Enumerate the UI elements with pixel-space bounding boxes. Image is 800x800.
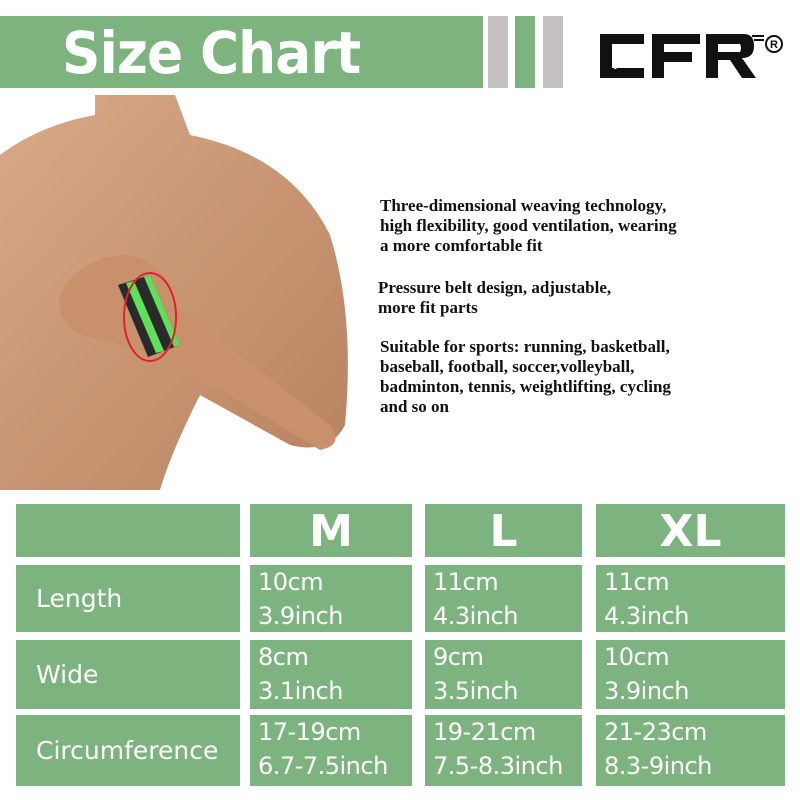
row-label: Wide (16, 640, 240, 709)
value-cm: 17-19cm (258, 718, 361, 746)
feature-line: more fit parts (378, 298, 478, 317)
wristband (118, 272, 180, 362)
row-label-text: Wide (36, 660, 99, 689)
feature-line: a more comfortable fit (380, 236, 543, 255)
feature-weaving: Three-dimensional weaving technology, hi… (380, 196, 677, 256)
size-value: 10cm 3.9inch (596, 640, 785, 709)
size-value: 19-21cm 7.5-8.3inch (425, 715, 582, 786)
page-title: Size Chart (62, 19, 361, 87)
value-cm: 21-23cm (604, 718, 707, 746)
value-cm: 8cm (258, 643, 309, 671)
row-label-text: Circumference (36, 736, 219, 765)
value-inch: 7.5-8.3inch (433, 752, 563, 780)
value-inch: 8.3-9inch (604, 752, 712, 780)
value-inch: 3.9inch (604, 677, 689, 705)
size-value: 10cm 3.9inch (250, 565, 412, 632)
size-header: XL (596, 504, 785, 557)
size-value: 17-19cm 6.7-7.5inch (250, 715, 412, 786)
feature-pressure-belt: Pressure belt design, adjustable, more f… (378, 278, 611, 318)
decor-stripe (515, 16, 535, 88)
value-cm: 9cm (433, 643, 484, 671)
feature-sports: Suitable for sports: running, basketball… (380, 337, 671, 417)
title-banner (0, 16, 483, 88)
size-value: 11cm 4.3inch (596, 565, 785, 632)
value-cm: 11cm (433, 568, 499, 596)
size-value: 21-23cm 8.3-9inch (596, 715, 785, 786)
value-cm: 10cm (258, 568, 324, 596)
size-value: 8cm 3.1inch (250, 640, 412, 709)
value-cm: 10cm (604, 643, 670, 671)
row-label-text: Length (36, 584, 123, 613)
value-inch: 3.1inch (258, 677, 343, 705)
feature-line: and so on (380, 397, 449, 416)
table-corner (16, 504, 240, 557)
size-header: M (250, 504, 412, 557)
value-inch: 4.3inch (433, 602, 518, 630)
brand-logo: R (600, 34, 783, 78)
product-photo (0, 95, 355, 490)
size-header: L (425, 504, 582, 557)
size-value: 9cm 3.5inch (425, 640, 582, 709)
feature-line: badminton, tennis, weightlifting, cyclin… (380, 377, 671, 396)
row-label: Length (16, 565, 240, 632)
value-inch: 3.5inch (433, 677, 518, 705)
feature-line: baseball, football, soccer,volleyball, (380, 357, 635, 376)
svg-text:R: R (770, 39, 778, 51)
value-cm: 11cm (604, 568, 670, 596)
feature-line: Suitable for sports: running, basketball… (380, 337, 670, 356)
value-inch: 6.7-7.5inch (258, 752, 388, 780)
row-label: Circumference (16, 715, 240, 786)
feature-line: Pressure belt design, adjustable, (378, 278, 612, 297)
feature-line: Three-dimensional weaving technology, (380, 196, 667, 215)
feature-line: high flexibility, good ventilation, wear… (380, 216, 677, 235)
decor-stripe (488, 16, 508, 88)
size-value: 11cm 4.3inch (425, 565, 582, 632)
value-inch: 4.3inch (604, 602, 689, 630)
decor-stripe (543, 16, 563, 88)
value-inch: 3.9inch (258, 602, 343, 630)
value-cm: 19-21cm (433, 718, 536, 746)
